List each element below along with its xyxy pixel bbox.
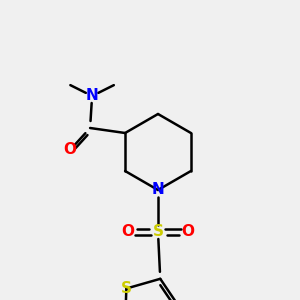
Text: S: S (121, 281, 132, 296)
Text: S: S (152, 224, 164, 239)
Text: O: O (182, 224, 194, 239)
Text: N: N (152, 182, 164, 197)
Text: N: N (86, 88, 98, 104)
Text: O: O (64, 142, 76, 158)
Text: O: O (122, 224, 134, 239)
